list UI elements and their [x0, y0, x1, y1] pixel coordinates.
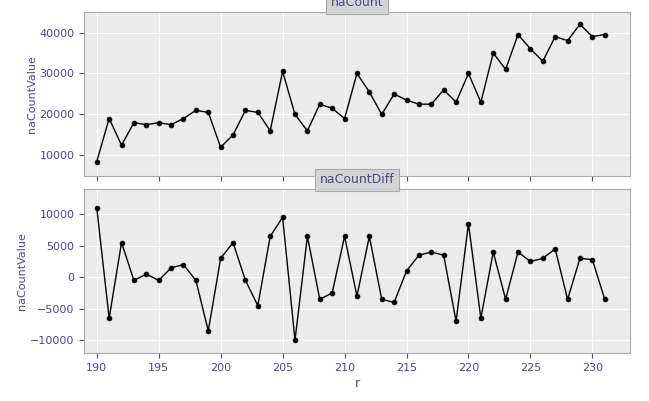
Y-axis label: naCountValue: naCountValue — [27, 55, 37, 133]
Y-axis label: naCountValue: naCountValue — [18, 232, 27, 310]
Title: naCountDiff: naCountDiff — [319, 174, 395, 186]
X-axis label: r: r — [354, 377, 360, 390]
Title: naCount: naCount — [330, 0, 384, 10]
